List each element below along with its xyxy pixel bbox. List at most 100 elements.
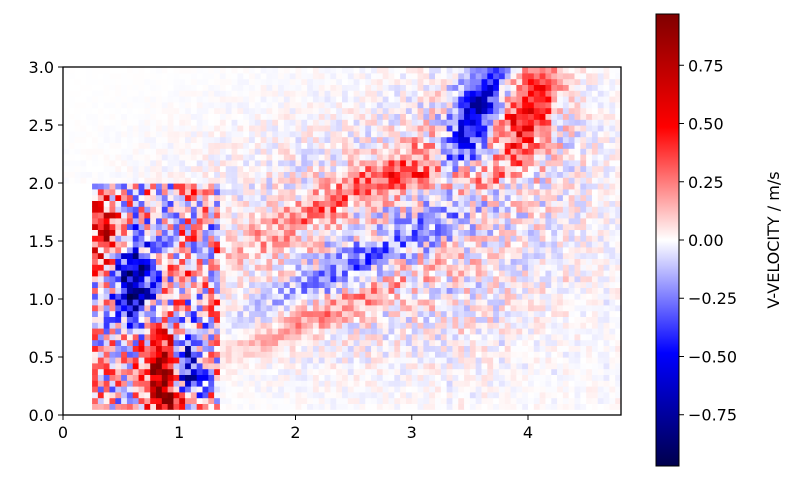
heatmap-cell bbox=[615, 200, 622, 207]
heatmap-cell bbox=[254, 113, 262, 120]
heatmap-cell bbox=[249, 310, 256, 317]
heatmap-cell bbox=[237, 183, 244, 190]
heatmap-cell bbox=[417, 287, 424, 294]
heatmap-cell bbox=[498, 101, 506, 109]
heatmap-cell bbox=[522, 171, 529, 178]
heatmap-cell bbox=[144, 107, 151, 114]
heatmap-cell bbox=[185, 380, 192, 387]
heatmap-cell bbox=[103, 287, 111, 294]
heatmap-cell bbox=[324, 217, 331, 225]
heatmap-cell bbox=[173, 328, 180, 335]
heatmap-cell bbox=[219, 357, 227, 364]
heatmap-cell bbox=[103, 223, 111, 230]
heatmap-cell bbox=[539, 275, 547, 283]
heatmap-cell bbox=[266, 304, 273, 312]
heatmap-cell bbox=[243, 241, 250, 248]
heatmap-cell bbox=[231, 235, 238, 242]
heatmap-cell bbox=[533, 328, 541, 335]
heatmap-cell bbox=[405, 148, 413, 155]
heatmap-cell bbox=[260, 252, 268, 259]
heatmap-cell bbox=[481, 287, 488, 294]
heatmap-cell bbox=[347, 339, 355, 346]
heatmap-cell bbox=[330, 258, 337, 265]
heatmap-cell bbox=[353, 229, 361, 236]
heatmap-cell bbox=[132, 281, 140, 288]
heatmap-cell bbox=[278, 235, 285, 242]
heatmap-cell bbox=[516, 119, 523, 126]
heatmap-cell bbox=[115, 119, 122, 126]
heatmap-cell bbox=[394, 403, 401, 410]
heatmap-cell bbox=[376, 177, 384, 184]
heatmap-cell bbox=[574, 310, 581, 317]
heatmap-cell bbox=[202, 351, 209, 358]
heatmap-cell bbox=[208, 113, 215, 120]
heatmap-cell bbox=[312, 177, 320, 184]
heatmap-cell bbox=[202, 246, 209, 254]
heatmap-cell bbox=[481, 322, 488, 329]
heatmap-cell bbox=[202, 159, 209, 167]
heatmap-cell bbox=[97, 368, 105, 375]
heatmap-cell bbox=[580, 397, 587, 404]
heatmap-cell bbox=[272, 200, 279, 207]
heatmap-cell bbox=[586, 217, 593, 225]
heatmap-cell bbox=[615, 241, 622, 248]
heatmap-cell bbox=[411, 275, 419, 283]
heatmap-cell bbox=[330, 362, 337, 370]
heatmap-cell bbox=[458, 177, 465, 184]
heatmap-cell bbox=[237, 148, 244, 155]
heatmap-cell bbox=[359, 391, 366, 399]
heatmap-cell bbox=[132, 125, 140, 132]
heatmap-cell bbox=[272, 212, 279, 219]
heatmap-cell bbox=[475, 281, 483, 288]
heatmap-cell bbox=[156, 223, 163, 230]
heatmap-cell bbox=[597, 107, 605, 114]
heatmap-cell bbox=[400, 351, 407, 358]
heatmap-cell bbox=[103, 380, 111, 387]
heatmap-cell bbox=[307, 96, 314, 103]
heatmap-cell bbox=[365, 223, 372, 230]
heatmap-cell bbox=[225, 113, 233, 120]
heatmap-cell bbox=[347, 229, 355, 236]
heatmap-cell bbox=[382, 357, 390, 364]
heatmap-cell bbox=[272, 275, 279, 283]
heatmap-cell bbox=[359, 246, 366, 254]
heatmap-cell bbox=[528, 293, 535, 300]
heatmap-cell bbox=[493, 107, 500, 114]
heatmap-cell bbox=[458, 299, 465, 306]
heatmap-cell bbox=[435, 217, 442, 225]
heatmap-cell bbox=[295, 159, 302, 167]
heatmap-cell bbox=[179, 270, 186, 277]
heatmap-cell bbox=[132, 101, 140, 109]
heatmap-cell bbox=[266, 397, 273, 404]
heatmap-cell bbox=[179, 351, 186, 358]
heatmap-cell bbox=[539, 345, 547, 352]
heatmap-cell bbox=[156, 241, 163, 248]
heatmap-cell bbox=[167, 130, 175, 138]
heatmap-cell bbox=[336, 287, 343, 294]
heatmap-cell bbox=[615, 130, 622, 138]
heatmap-cell bbox=[214, 328, 221, 335]
heatmap-cell bbox=[283, 339, 291, 346]
heatmap-cell bbox=[609, 177, 616, 184]
heatmap-cell bbox=[249, 391, 256, 399]
heatmap-cell bbox=[475, 229, 483, 236]
heatmap-cell bbox=[330, 328, 337, 335]
heatmap-cell bbox=[417, 264, 424, 271]
heatmap-cell bbox=[353, 119, 361, 126]
heatmap-cell bbox=[289, 235, 297, 242]
heatmap-cell bbox=[603, 136, 610, 143]
heatmap-cell bbox=[400, 270, 407, 277]
heatmap-cell bbox=[603, 217, 610, 225]
heatmap-cell bbox=[121, 391, 128, 399]
heatmap-cell bbox=[562, 165, 570, 172]
heatmap-cell bbox=[533, 235, 541, 242]
heatmap-cell bbox=[609, 386, 616, 393]
heatmap-cell bbox=[115, 374, 122, 381]
heatmap-cell bbox=[446, 339, 454, 346]
heatmap-cell bbox=[324, 316, 331, 323]
heatmap-cell bbox=[376, 154, 384, 161]
heatmap-cell bbox=[347, 194, 355, 201]
heatmap-cell bbox=[615, 275, 622, 283]
heatmap-cell bbox=[458, 212, 465, 219]
heatmap-cell bbox=[411, 206, 419, 213]
